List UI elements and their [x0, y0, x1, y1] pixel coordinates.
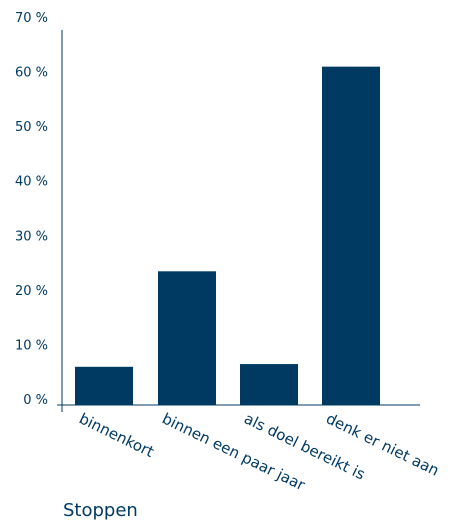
- x-tick-label: binnenkort: [76, 409, 157, 461]
- y-tick-label: 40 %: [15, 175, 48, 190]
- bar: [75, 366, 133, 405]
- y-axis-ticks: 0 % 10 % 20 % 30 % 40 % 50 % 60 % 70 %: [15, 11, 48, 408]
- y-tick-label: 60 %: [15, 66, 48, 81]
- bars: [75, 66, 380, 406]
- x-axis-title: Stoppen: [63, 500, 138, 521]
- y-tick-label: 10 %: [15, 338, 48, 353]
- bar: [158, 271, 216, 405]
- y-tick-label: 0 %: [23, 393, 48, 408]
- y-tick-label: 70 %: [15, 11, 48, 26]
- y-tick-label: 20 %: [15, 284, 48, 299]
- x-tick-label: binnen een paar jaar: [159, 409, 308, 494]
- bar: [240, 364, 298, 405]
- y-tick-label: 50 %: [15, 120, 48, 135]
- bar: [322, 66, 380, 406]
- y-tick-label: 30 %: [15, 229, 48, 244]
